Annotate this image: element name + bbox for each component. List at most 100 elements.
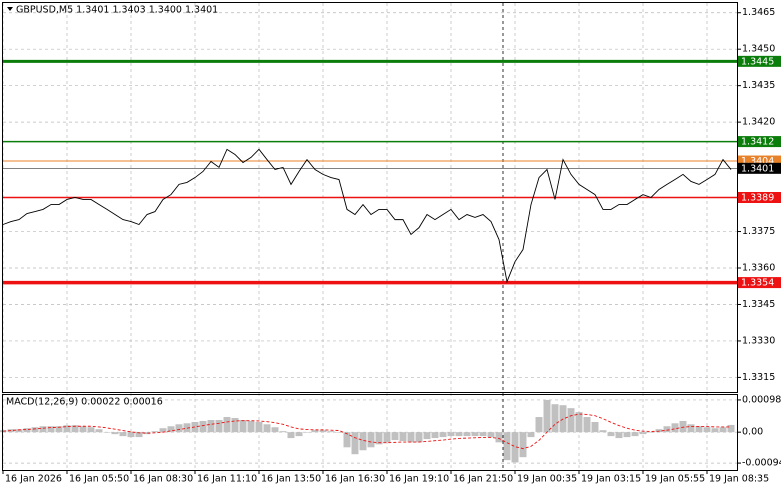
x-tick-label: 19 Jan 00:35 <box>517 474 577 485</box>
x-tick-label: 19 Jan 08:35 <box>709 474 769 485</box>
macd-bar <box>271 427 279 433</box>
price-tag-label: 1.3404 <box>741 156 774 167</box>
macd-bar <box>447 432 455 437</box>
price-tag-label: 1.3354 <box>741 278 774 289</box>
macd-bar <box>399 432 407 442</box>
price-tag-label: 1.3445 <box>741 56 774 67</box>
price-tag-label: 1.3412 <box>741 137 774 148</box>
macd-bar <box>575 412 583 433</box>
macd-bar <box>711 428 719 433</box>
macd-bar <box>127 432 135 438</box>
macd-bar <box>119 432 127 437</box>
price-tag <box>738 136 781 148</box>
macd-bar <box>527 432 535 438</box>
macd-bar <box>295 432 303 437</box>
macd-bar <box>175 424 183 433</box>
macd-bar <box>199 420 207 433</box>
x-tick-label: 16 Jan 2026 <box>5 474 62 485</box>
macd-bar <box>319 430 327 433</box>
macd-bar <box>215 420 223 433</box>
y-tick-label: 1.3420 <box>742 117 775 128</box>
macd-bar <box>279 431 287 433</box>
macd-bar <box>695 426 703 433</box>
macd-bar <box>327 431 335 433</box>
macd-bar <box>455 432 463 437</box>
macd-bar <box>607 432 615 437</box>
macd-bar <box>47 426 55 433</box>
macd-bar <box>55 426 63 433</box>
macd-bar <box>687 424 695 433</box>
macd-bar <box>151 431 159 433</box>
macd-bar <box>647 432 655 433</box>
macd-bar <box>303 432 311 433</box>
x-tick-label: 16 Jan 11:10 <box>197 474 257 485</box>
x-tick-label: 16 Jan 21:50 <box>453 474 513 485</box>
macd-bar <box>519 432 527 458</box>
y-tick-label: 1.3315 <box>742 372 775 383</box>
x-tick-label: 19 Jan 05:55 <box>645 474 705 485</box>
x-tick-label: 19 Jan 03:15 <box>581 474 641 485</box>
y-tick-label: 1.3360 <box>742 263 775 274</box>
y-tick-label: 1.3465 <box>742 7 775 18</box>
price-tag <box>738 55 781 67</box>
price-tag-label: 1.3401 <box>741 163 774 174</box>
collapse-icon[interactable] <box>7 7 13 11</box>
y-tick-label: 1.3435 <box>742 80 775 91</box>
macd-bar <box>335 432 343 433</box>
macd-bar <box>311 430 319 433</box>
macd-bar <box>247 420 255 433</box>
macd-bar <box>39 426 47 433</box>
macd-bar <box>359 432 367 451</box>
macd-bar <box>423 432 431 440</box>
macd-bar <box>223 417 231 433</box>
macd-bar <box>599 430 607 433</box>
macd-bar <box>479 432 487 437</box>
macd-bar <box>191 421 199 433</box>
y-tick-label: -0.00094 <box>742 458 781 469</box>
y-tick-label: 0.00 <box>742 427 763 438</box>
y-tick-label: 0.00098 <box>742 394 781 405</box>
price-line <box>2 148 732 284</box>
y-tick-label: 1.3450 <box>742 44 775 55</box>
macd-bar <box>239 420 247 433</box>
macd-bar <box>31 427 39 433</box>
chart-title: GBPUSD,M5 1.3401 1.3403 1.3400 1.3401 <box>16 5 218 16</box>
macd-bar <box>495 432 503 443</box>
macd-bar <box>255 421 263 433</box>
x-tick-label: 16 Jan 16:30 <box>325 474 385 485</box>
macd-bar <box>511 432 519 463</box>
price-tag <box>738 155 781 167</box>
macd-bar <box>103 432 111 433</box>
x-tick-label: 16 Jan 19:10 <box>389 474 449 485</box>
macd-bar <box>375 432 383 445</box>
signal-line <box>2 413 731 450</box>
macd-bar <box>159 428 167 433</box>
macd-bar <box>567 408 575 433</box>
macd-bar <box>415 432 423 443</box>
macd-bar <box>719 427 727 433</box>
macd-bar <box>7 429 15 433</box>
macd-title: MACD(12,26,9) 0.00022 0.00016 <box>6 397 163 408</box>
macd-bar <box>183 423 191 433</box>
macd-bar <box>623 432 631 438</box>
macd-bar <box>591 421 599 433</box>
macd-bar <box>655 429 663 433</box>
macd-bar <box>551 404 559 433</box>
macd-bar <box>703 427 711 433</box>
macd-bar <box>727 424 735 433</box>
macd-bar <box>503 432 511 461</box>
macd-bar <box>135 432 143 438</box>
macd-bar <box>79 426 87 433</box>
price-tag <box>738 162 781 174</box>
macd-bar <box>439 432 447 438</box>
price-tag-label: 1.3389 <box>741 193 774 204</box>
price-tag <box>738 192 781 203</box>
macd-bar <box>671 423 679 433</box>
macd-bar <box>383 432 391 443</box>
macd-bar <box>87 427 95 433</box>
macd-bar <box>111 432 119 435</box>
macd-bar <box>143 432 151 435</box>
y-tick-label: 1.3345 <box>742 299 775 310</box>
